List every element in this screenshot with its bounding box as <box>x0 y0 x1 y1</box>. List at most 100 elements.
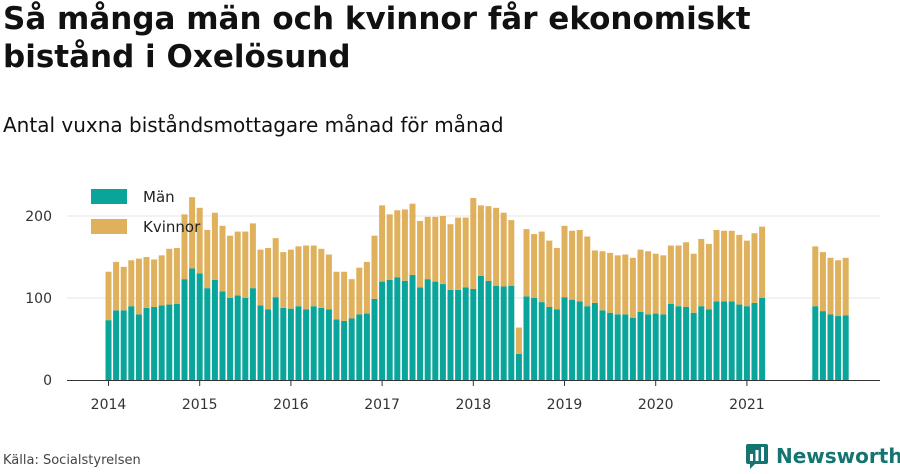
bar-men <box>546 307 553 380</box>
bar-women <box>683 242 690 308</box>
bar-men <box>257 305 264 380</box>
bar-men <box>265 309 272 380</box>
bar-men <box>576 301 583 380</box>
x-tick-label: 2020 <box>638 397 674 413</box>
bar-men <box>379 281 386 380</box>
bar-men <box>736 304 743 380</box>
bar-women <box>455 217 462 290</box>
bar-women <box>819 252 826 312</box>
bar-men <box>143 307 150 380</box>
bar-women <box>287 249 294 309</box>
legend-swatch-women <box>91 219 127 234</box>
bar-men <box>508 285 515 380</box>
bar-women <box>493 207 500 286</box>
bar-women <box>348 279 355 319</box>
bar-women <box>546 240 553 308</box>
bar-women <box>675 245 682 307</box>
bar-men <box>553 309 560 380</box>
bar-women <box>196 207 203 274</box>
bar-women <box>531 234 538 298</box>
bar-men <box>759 298 766 380</box>
bar-women <box>713 229 720 302</box>
bar-men <box>569 299 576 380</box>
bar-women <box>394 210 401 278</box>
bar-men <box>303 309 310 380</box>
bar-women <box>728 230 735 302</box>
bar-men <box>462 287 469 380</box>
bar-men <box>166 304 173 380</box>
bar-women <box>652 253 659 314</box>
bar-men <box>348 318 355 380</box>
bar-women <box>424 216 431 280</box>
bar-women <box>386 214 393 280</box>
bar-men <box>523 296 530 380</box>
bar-men <box>842 315 849 380</box>
bar-men <box>629 317 636 380</box>
bar-men <box>667 303 674 380</box>
bar-men <box>827 314 834 380</box>
bar-women <box>698 238 705 307</box>
bar-men <box>607 312 614 380</box>
bar-men <box>135 314 142 380</box>
x-tick-label: 2018 <box>455 397 491 413</box>
bar-women <box>591 250 598 303</box>
bar-men <box>386 279 393 380</box>
bar-men <box>515 353 522 380</box>
x-tick-label: 2016 <box>273 397 309 413</box>
x-tick-label: 2017 <box>364 397 400 413</box>
bar-women <box>151 259 158 308</box>
legend-label-men: Män <box>143 188 175 206</box>
x-tick-label: 2014 <box>91 397 127 413</box>
bar-women <box>257 249 264 306</box>
bar-men <box>341 320 348 380</box>
bar-women <box>432 216 439 282</box>
bar-women <box>637 249 644 312</box>
bar-women <box>500 212 507 287</box>
bar-men <box>485 280 492 380</box>
bar-men <box>295 306 302 380</box>
bar-men <box>705 309 712 380</box>
bar-men <box>196 273 203 380</box>
chart-subtitle: Antal vuxna biståndsmottagare månad för … <box>3 113 504 137</box>
bar-women <box>303 245 310 310</box>
bar-men <box>660 314 667 380</box>
bar-men <box>683 307 690 380</box>
bar-men <box>439 284 446 380</box>
bar-men <box>417 287 424 380</box>
bar-men <box>211 279 218 380</box>
bar-women <box>629 257 636 318</box>
bar-women <box>356 267 363 315</box>
bar-men <box>645 314 652 380</box>
bar-men <box>591 302 598 380</box>
bar-men <box>272 297 279 380</box>
bar-men <box>371 298 378 380</box>
bar-women <box>508 220 515 286</box>
bar-women <box>842 257 849 316</box>
y-tick-label: 100 <box>25 291 52 307</box>
bar-men <box>432 281 439 380</box>
bar-women <box>173 247 180 304</box>
bar-men <box>728 301 735 380</box>
bar-men <box>401 280 408 380</box>
bar-women <box>645 251 652 315</box>
bar-women <box>181 214 188 280</box>
bar-men <box>409 275 416 380</box>
bar-women <box>265 247 272 310</box>
bar-men <box>599 310 606 380</box>
bar-women <box>227 235 234 298</box>
bar-men <box>477 275 484 380</box>
bar-women <box>295 246 302 307</box>
bar-women <box>660 255 667 315</box>
bar-women <box>447 224 454 290</box>
bars <box>105 197 849 380</box>
bar-women <box>128 260 135 307</box>
bar-women <box>363 261 370 314</box>
bar-women <box>743 240 750 307</box>
bar-women <box>280 252 287 308</box>
bar-men <box>318 307 325 380</box>
bar-women <box>409 203 416 276</box>
bar-women <box>158 255 165 306</box>
bar-men <box>356 314 363 380</box>
bar-women <box>333 271 340 320</box>
bar-men <box>652 313 659 380</box>
